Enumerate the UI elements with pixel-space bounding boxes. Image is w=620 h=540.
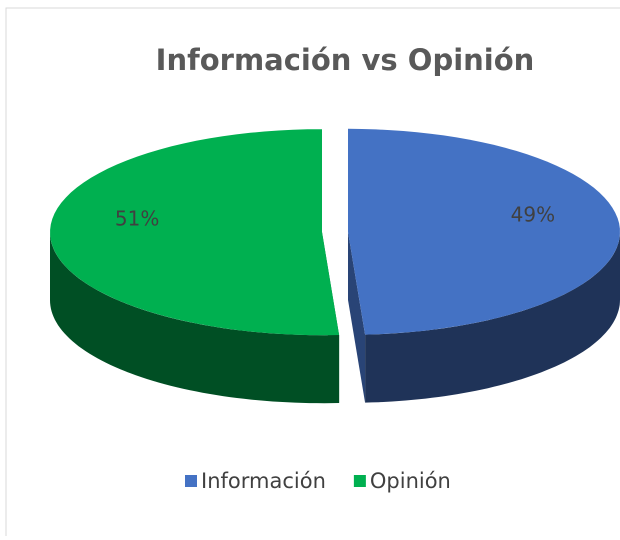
slice: [347, 128, 620, 335]
chart-title: Información vs Opinión: [156, 43, 535, 77]
slice-side: [50, 232, 340, 404]
slice-side: [365, 231, 620, 403]
legend-swatch: [185, 475, 197, 487]
slice: [50, 129, 340, 336]
slice-cut-face: [347, 231, 366, 403]
data-label: 49%: [511, 203, 555, 227]
legend-label: Opinión: [370, 469, 451, 493]
legend-label: Información: [201, 469, 326, 493]
legend-swatch: [353, 475, 366, 487]
data-label: 51%: [115, 206, 159, 230]
